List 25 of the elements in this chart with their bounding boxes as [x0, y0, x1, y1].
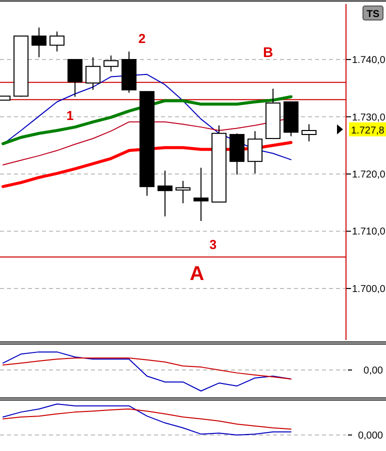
ref-line-label: 0,00 — [364, 366, 384, 376]
y-tick-label: 1.710,0 — [352, 226, 386, 238]
candlestick — [302, 124, 316, 142]
candlestick — [158, 170, 172, 217]
candlestick — [68, 59, 82, 98]
annotation: A — [190, 263, 204, 285]
y-tick-label: 1.740,0 — [352, 55, 386, 66]
candlestick — [32, 26, 46, 58]
ts-button: TS — [362, 6, 384, 20]
candlestick — [176, 180, 190, 204]
annotation: B — [262, 44, 274, 60]
line-series — [2, 95, 292, 146]
annotation: 1 — [66, 108, 74, 123]
annotation: 2 — [138, 31, 146, 46]
annotation: 3 — [209, 237, 217, 252]
y-tick-label: 1.720,0 — [352, 170, 386, 181]
y-tick-label: 1.730,0 — [352, 112, 386, 124]
y-tick-label: 1.700,0 — [352, 284, 386, 295]
candlestick — [86, 56, 100, 90]
ref-line-label: 0,000 — [358, 430, 384, 442]
candlestick — [248, 130, 262, 174]
candlestick — [104, 55, 118, 72]
candlestick — [194, 167, 208, 222]
candlestick — [50, 30, 64, 52]
annotation: 1.727,8 — [351, 125, 385, 136]
